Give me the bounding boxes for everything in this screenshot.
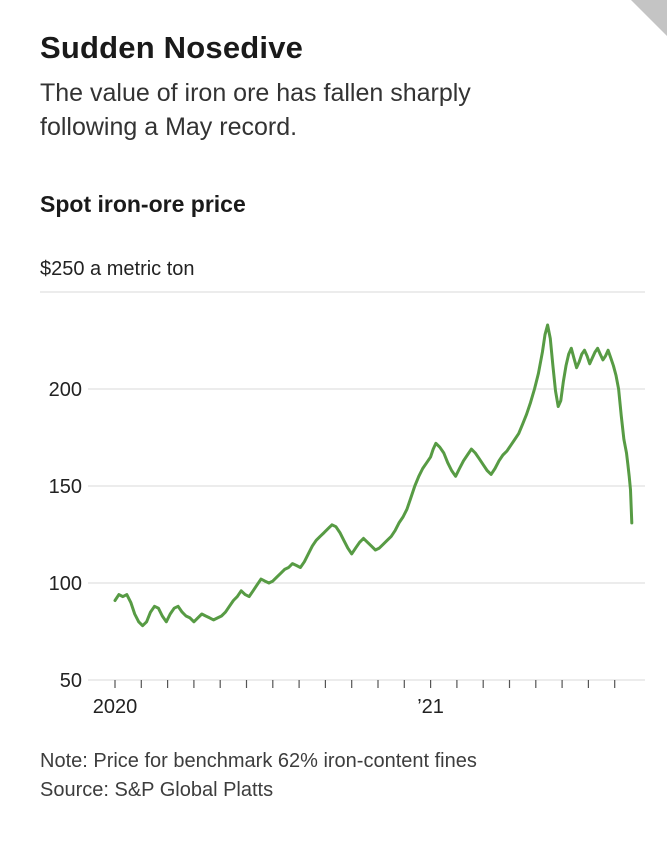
- chart-source: Source: S&P Global Platts: [40, 779, 274, 802]
- price-chart: 50 100 150 200 2020 ’21: [40, 291, 645, 718]
- page-title: Sudden Nosedive: [40, 30, 304, 65]
- y-label-mask: [40, 471, 88, 500]
- y-tick-label: 150: [49, 476, 82, 498]
- chart-note: Note: Price for benchmark 62% iron-conte…: [40, 749, 477, 772]
- y-label-mask: [40, 665, 88, 694]
- corner-fold-icon: [631, 0, 667, 36]
- y-label-mask: [40, 374, 88, 403]
- y-tick-label: 50: [60, 670, 82, 692]
- chart-title: Spot iron-ore price: [40, 190, 246, 217]
- y-tick-label: 100: [49, 573, 82, 595]
- x-tick-label: ’21: [417, 696, 444, 718]
- x-tick-label: 2020: [93, 696, 138, 718]
- chart-card: Sudden Nosedive The value of iron ore ha…: [40, 0, 667, 802]
- y-label-mask: [40, 568, 88, 597]
- page-subtitle: The value of iron ore has fallen sharply…: [40, 78, 471, 142]
- price-line: [113, 323, 634, 627]
- y-tick-label: 200: [49, 379, 82, 401]
- y-axis-unit-label: $250 a metric ton: [40, 257, 195, 280]
